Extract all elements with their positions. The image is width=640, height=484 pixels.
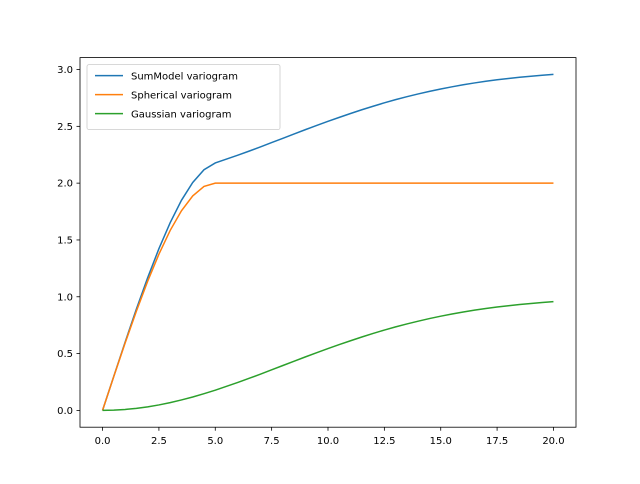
legend-label: Gaussian variogram bbox=[131, 110, 231, 121]
legend-label: SumModel variogram bbox=[131, 72, 238, 83]
x-tick-label: 15.0 bbox=[430, 436, 452, 447]
y-tick-label: 0.5 bbox=[57, 349, 73, 360]
x-tick-label: 0.0 bbox=[95, 436, 111, 447]
plot-frame bbox=[79, 57, 577, 428]
line-series bbox=[101, 182, 554, 411]
x-tick-label: 17.5 bbox=[486, 436, 508, 447]
y-tick-label: 2.5 bbox=[57, 122, 73, 133]
y-tick-label: 0.0 bbox=[57, 406, 73, 417]
x-tick-label: 7.5 bbox=[264, 436, 280, 447]
x-tick-label: 10.0 bbox=[317, 436, 339, 447]
legend-label: Spherical variogram bbox=[131, 91, 232, 102]
y-tick-label: 3.0 bbox=[57, 65, 73, 76]
line-series bbox=[101, 73, 554, 411]
line-series bbox=[102, 300, 554, 412]
legend-box bbox=[86, 64, 281, 130]
y-tick-label: 2.0 bbox=[57, 179, 73, 190]
y-tick-label: 1.5 bbox=[57, 235, 73, 246]
y-tick-label: 1.0 bbox=[57, 292, 73, 303]
x-tick-label: 2.5 bbox=[151, 436, 167, 447]
x-tick-label: 5.0 bbox=[207, 436, 223, 447]
x-tick-label: 20.0 bbox=[542, 436, 564, 447]
x-tick-label: 12.5 bbox=[373, 436, 395, 447]
